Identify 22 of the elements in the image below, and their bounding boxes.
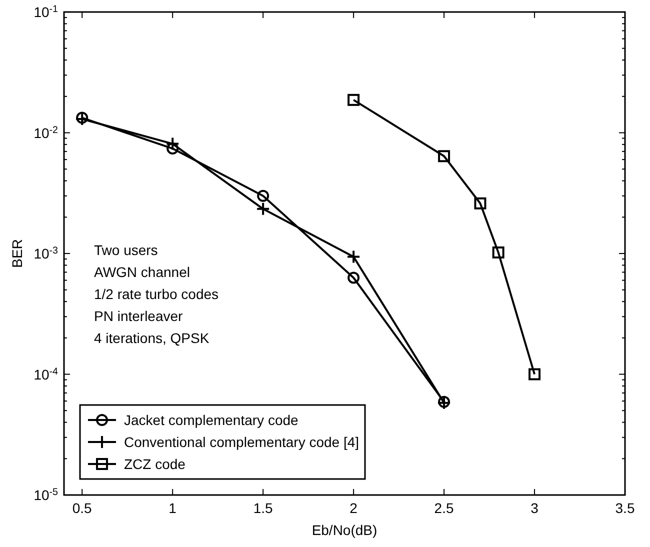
annotation: PN interleaver [94, 308, 184, 324]
x-tick-label: 1 [168, 500, 177, 516]
x-tick-label: 3 [530, 500, 539, 516]
annotation: 4 iterations, QPSK [94, 330, 210, 346]
annotation: Two users [94, 242, 158, 258]
x-tick-label: 1.5 [253, 500, 274, 516]
annotation: 1/2 rate turbo codes [94, 286, 219, 302]
y-tick-label: 10$^{-2}$ [34, 124, 58, 141]
y-tick-label: 10$^{-1}$ [34, 4, 58, 20]
x-tick-label: 3.5 [615, 500, 635, 516]
x-axis-title: Eb/No(dB) [312, 522, 378, 538]
y-tick-label: 10$^{-3}$ [34, 245, 59, 262]
legend-label: ZCZ code [124, 456, 186, 472]
annotation: AWGN channel [94, 264, 190, 280]
y-tick-label: 10$^{-5}$ [34, 486, 59, 503]
legend-label: Conventional complementary code [4] [124, 434, 360, 450]
y-axis-title: BER [9, 239, 25, 268]
x-tick-label: 2 [350, 500, 358, 516]
x-tick-label: 2.5 [434, 500, 454, 516]
x-tick-label: 0.5 [72, 500, 92, 516]
legend-label: Jacket complementary code [124, 412, 299, 428]
y-tick-label: 10$^{-4}$ [34, 366, 59, 382]
